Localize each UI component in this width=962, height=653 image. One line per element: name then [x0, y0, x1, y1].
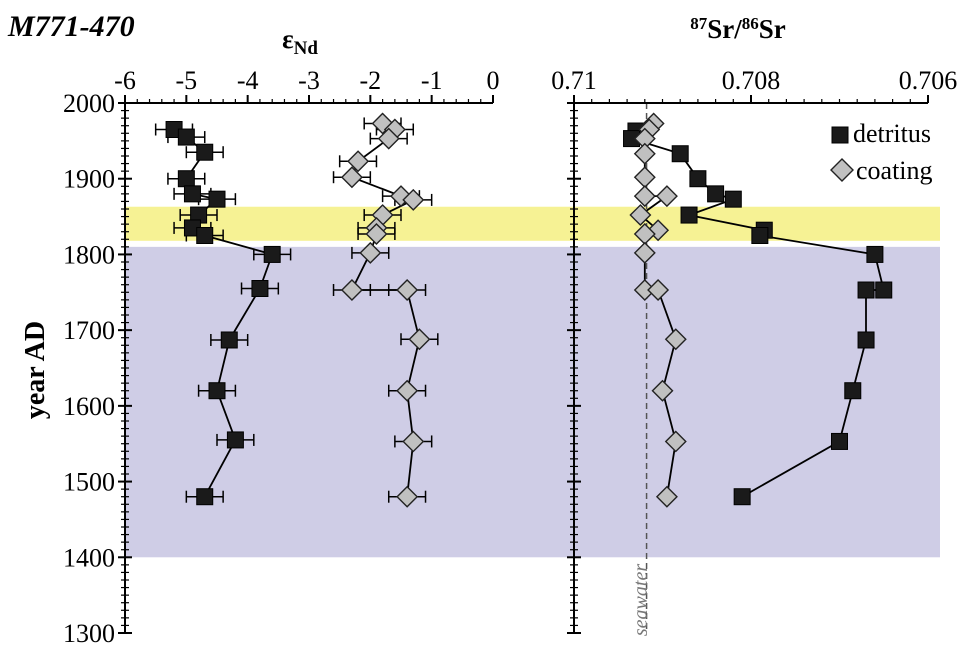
end-x-tick-label: -2: [359, 66, 381, 95]
sr-title-text: Sr: [759, 14, 786, 44]
sr-panel-title: 87Sr/86Sr: [690, 14, 786, 45]
y-tick-label: 1400: [63, 543, 115, 572]
end-coating-point: [359, 241, 382, 264]
data-markers: [165, 112, 893, 508]
end-x-tick-label: 0: [487, 66, 500, 95]
y-tick-label: 1500: [63, 468, 115, 497]
end-detritus-point: [226, 431, 244, 449]
sr-coating-point: [664, 328, 687, 351]
end-detritus-point: [177, 170, 195, 188]
sr-x-tick-label: 0.708: [722, 66, 781, 95]
end-coating-point: [396, 279, 419, 302]
end-detritus-point: [263, 245, 281, 263]
end-coating-point: [402, 430, 425, 453]
y-axis-title: year AD: [20, 321, 51, 419]
end-detritus-point: [196, 488, 214, 506]
sr-detritus-point: [844, 382, 862, 400]
end-detritus-point: [177, 128, 195, 146]
sr-coating-point: [651, 379, 674, 402]
sr-title-superscript: 86: [742, 14, 759, 33]
end-x-tick-label: -6: [114, 66, 136, 95]
sr-detritus-point: [689, 170, 707, 188]
y-tick-label: 2000: [63, 89, 115, 118]
end-coating-point: [340, 166, 363, 189]
end-detritus-point: [220, 331, 238, 349]
end-detritus-point: [183, 185, 201, 203]
sr-detritus-point: [875, 281, 893, 299]
end-coating-point: [340, 279, 363, 302]
legend-coating-marker: [830, 158, 854, 182]
end-detritus-point: [196, 227, 214, 244]
sr-detritus-point: [680, 206, 698, 224]
end-detritus-point: [196, 143, 214, 161]
y-tick-label: 1300: [63, 619, 115, 648]
end-coating-point: [377, 127, 400, 150]
sr-coating-point: [647, 279, 670, 302]
chart-text: M771-470 year AD εNd 87Sr/86Sr seawater: [7, 10, 786, 636]
band-highlight_yellow: [125, 206, 940, 241]
end-detritus-point: [208, 382, 226, 400]
end-detritus-point: [251, 280, 269, 297]
sr-coating-point: [655, 485, 678, 508]
legend: detritus coating: [830, 119, 933, 185]
end-coating-point: [396, 379, 419, 402]
axes: -6 -5 -4 -3 -2 -1 0 1300 1400 1500 1600 1700 1800 190…: [63, 66, 957, 648]
legend-detritus-marker: [831, 126, 849, 144]
y-tick-label: 1600: [63, 392, 115, 421]
sr-detritus-point: [707, 185, 725, 203]
sr-title-text: Sr/: [707, 14, 742, 44]
end-title-sub: Nd: [294, 38, 319, 59]
end-x-tick-label: -3: [298, 66, 320, 95]
sr-detritus-point: [671, 145, 689, 163]
end-detritus-point: [208, 190, 226, 208]
end-coating-point: [396, 485, 419, 508]
sr-detritus-point: [751, 227, 769, 244]
sr-title-superscript: 87: [690, 14, 708, 33]
band-highlight_purple: [125, 246, 940, 558]
legend-detritus-label: detritus: [853, 119, 931, 148]
end-x-tick-label: -5: [175, 66, 197, 95]
sr-detritus-point: [857, 281, 875, 299]
end-panel-title: εNd: [282, 24, 318, 59]
end-x-tick-label: -4: [237, 66, 259, 95]
sr-detritus-point: [733, 488, 751, 506]
seawater-label: seawater: [630, 564, 652, 636]
sr-coating-point: [629, 204, 652, 227]
sr-detritus-point: [857, 331, 875, 349]
end-x-tick-label: -1: [421, 66, 443, 95]
y-tick-label: 1800: [63, 240, 115, 269]
sr-coating-point: [633, 166, 656, 189]
sr-detritus-point: [831, 432, 848, 450]
sr-x-tick-label: 0.71: [551, 66, 597, 95]
sr-x-tick-label: 0.706: [899, 66, 958, 95]
y-tick-label: 1700: [63, 316, 115, 345]
y-tick-label: 1900: [63, 165, 115, 194]
end-coating-point: [408, 328, 431, 351]
shaded-bands: [125, 206, 940, 558]
sr-coating-point: [664, 430, 687, 453]
sr-detritus-point: [724, 190, 742, 208]
sr-coating-point: [633, 185, 656, 208]
legend-coating-label: coating: [856, 156, 933, 185]
end-title-main: ε: [282, 24, 294, 54]
sr-detritus-point: [866, 245, 884, 263]
sr-coating-point: [655, 185, 678, 208]
core-label: M771-470: [7, 10, 135, 43]
end-coating-point: [365, 222, 388, 245]
end-coating-point: [347, 150, 370, 173]
sr-coating-point: [633, 241, 656, 264]
end-coating-point: [402, 188, 425, 211]
sr-coating-point: [633, 142, 656, 165]
